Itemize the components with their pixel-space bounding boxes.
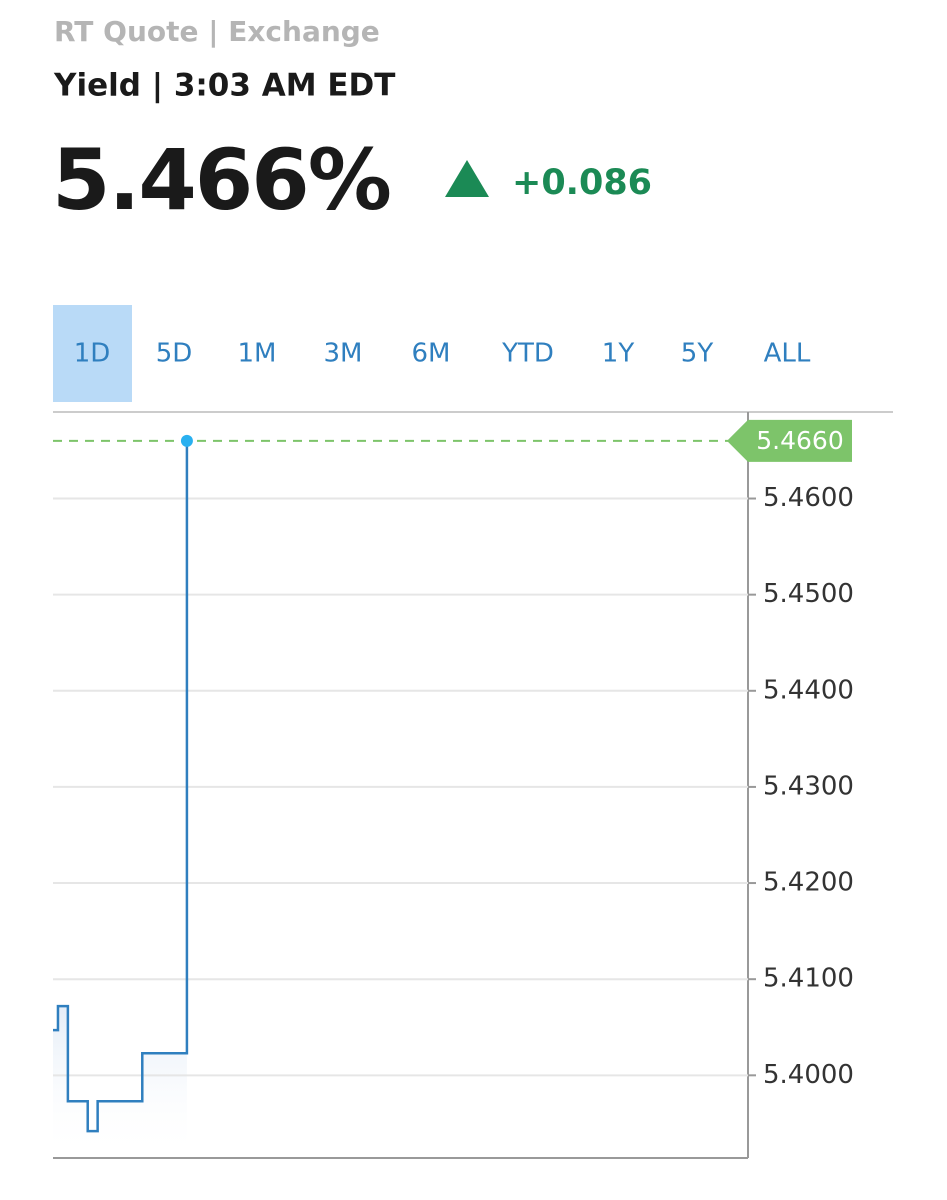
tab[interactable]: 5Y — [681, 339, 714, 369]
current-label: 5.4660 — [756, 426, 843, 455]
y-tick-label: 5.4400 — [763, 675, 854, 705]
tab[interactable]: 1M — [238, 339, 277, 369]
area — [53, 1006, 187, 1158]
last-point — [180, 434, 193, 447]
price-line — [53, 440, 189, 1133]
tab[interactable]: 6M — [412, 339, 451, 369]
y-tick-label: 5.4300 — [763, 771, 854, 801]
y-tick-label: 5.4500 — [763, 579, 854, 609]
y-tick-label: 5.4000 — [763, 1060, 854, 1090]
tab[interactable]: 1D — [74, 339, 111, 369]
quote-subtitle: Yield | 3:03 AM EDT — [53, 68, 395, 104]
quote-source: RT Quote | Exchange — [54, 15, 380, 48]
up-arrow — [445, 160, 489, 197]
tab[interactable]: YTD — [501, 339, 554, 369]
tab[interactable]: 3M — [324, 339, 363, 369]
active-tab-bg — [53, 305, 132, 402]
price: 5.466% — [52, 131, 390, 229]
tab-bar: 1D 5D 1M 3M 6M YTD 1Y 5Y ALL — [53, 305, 811, 402]
price-change: +0.086 — [512, 163, 652, 203]
y-tick-label: 5.4600 — [763, 483, 854, 513]
tab[interactable]: ALL — [764, 339, 811, 369]
y-tick-label: 5.4200 — [763, 868, 854, 898]
y-tick-label: 5.4100 — [763, 964, 854, 994]
plot: 5.4000 5.4100 5.4200 5.4300 5.4400 5.4500 5.46… — [53, 419, 854, 1158]
tab[interactable]: 1Y — [602, 339, 635, 369]
tab[interactable]: 5D — [156, 339, 193, 369]
current-tag — [727, 419, 852, 462]
